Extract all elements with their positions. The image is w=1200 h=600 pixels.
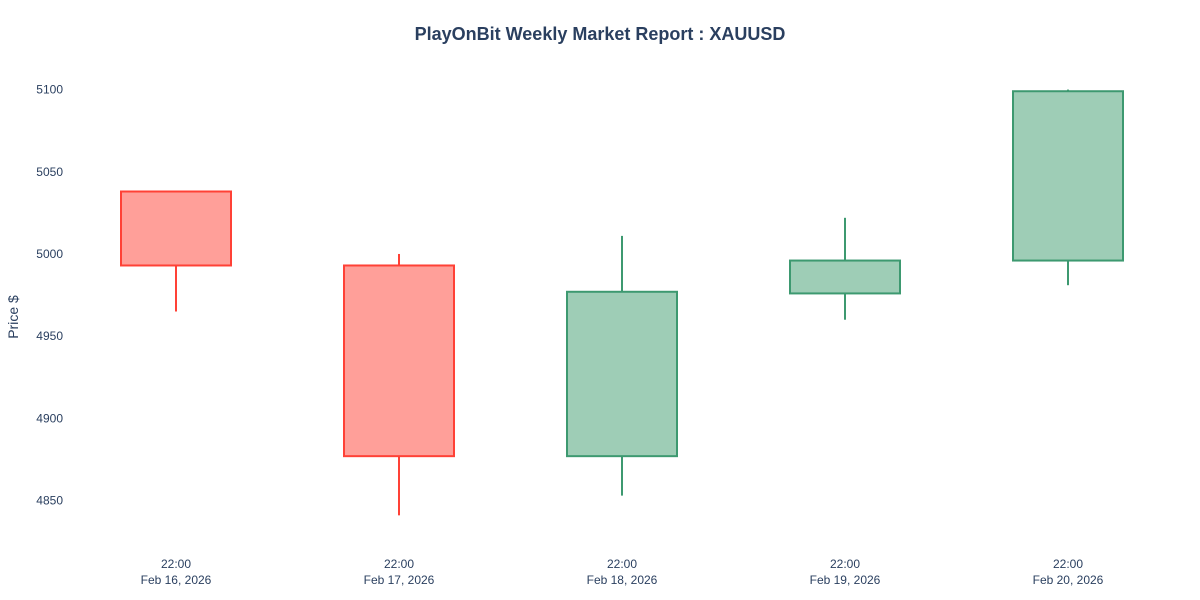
x-tick-date-label: Feb 19, 2026 xyxy=(810,573,881,587)
y-tick-label: 4850 xyxy=(36,494,63,508)
x-tick-date-label: Feb 20, 2026 xyxy=(1033,573,1104,587)
candle-increasing xyxy=(566,235,678,496)
x-tick-date-label: Feb 16, 2026 xyxy=(141,573,212,587)
y-axis-label: Price $ xyxy=(5,295,21,339)
x-tick-time-label: 22:00 xyxy=(1053,557,1083,571)
candle-body xyxy=(343,264,455,458)
candle-increasing xyxy=(1012,89,1124,286)
candle-body xyxy=(1012,90,1124,262)
y-tick-label: 5000 xyxy=(36,247,63,261)
x-tick-date-label: Feb 17, 2026 xyxy=(364,573,435,587)
y-tick-label: 5100 xyxy=(36,83,63,97)
x-tick-time-label: 22:00 xyxy=(830,557,860,571)
x-axis-ticks: 22:00 Feb 16, 2026 22:00 Feb 17, 2026 22:00 F… xyxy=(141,557,1104,587)
candle-body xyxy=(789,259,901,295)
candle-decreasing xyxy=(343,253,455,516)
y-tick-label: 4950 xyxy=(36,329,63,343)
x-tick-date-label: Feb 18, 2026 xyxy=(587,573,658,587)
candles-layer xyxy=(120,89,1124,516)
x-tick-time-label: 22:00 xyxy=(161,557,191,571)
x-tick-time-label: 22:00 xyxy=(607,557,637,571)
chart-title: PlayOnBit Weekly Market Report : XAUUSD xyxy=(415,24,786,44)
candle-body xyxy=(566,290,678,458)
x-tick-time-label: 22:00 xyxy=(384,557,414,571)
y-axis-ticks: 4850 4900 4950 5000 5050 5100 xyxy=(36,83,63,508)
y-tick-label: 5050 xyxy=(36,165,63,179)
candle-body xyxy=(120,190,232,267)
candle-decreasing xyxy=(120,190,232,312)
y-tick-label: 4900 xyxy=(36,411,63,425)
candle-increasing xyxy=(789,217,901,320)
